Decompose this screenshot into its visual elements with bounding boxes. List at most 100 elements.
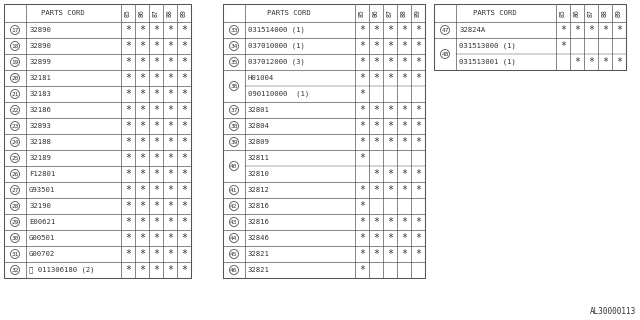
Text: 32810: 32810 bbox=[248, 171, 270, 177]
Text: *: * bbox=[415, 41, 421, 51]
Text: *: * bbox=[359, 153, 365, 163]
Text: *: * bbox=[181, 265, 187, 275]
Text: *: * bbox=[401, 41, 407, 51]
Text: *: * bbox=[359, 57, 365, 67]
Text: 32890: 32890 bbox=[29, 43, 51, 49]
Text: 88: 88 bbox=[401, 9, 407, 17]
Text: *: * bbox=[181, 121, 187, 131]
Text: *: * bbox=[167, 201, 173, 211]
Text: 18: 18 bbox=[12, 44, 19, 49]
Bar bbox=[223, 4, 425, 278]
Text: H01004: H01004 bbox=[248, 75, 275, 81]
Text: 46: 46 bbox=[230, 268, 237, 273]
Text: *: * bbox=[415, 105, 421, 115]
Text: 27: 27 bbox=[12, 188, 19, 193]
Text: *: * bbox=[181, 233, 187, 243]
Text: 26: 26 bbox=[12, 172, 19, 177]
Text: *: * bbox=[181, 73, 187, 83]
Text: *: * bbox=[415, 233, 421, 243]
Text: *: * bbox=[153, 249, 159, 259]
Text: *: * bbox=[387, 121, 393, 131]
Text: 32816: 32816 bbox=[248, 203, 270, 209]
Text: 33: 33 bbox=[230, 28, 237, 33]
Text: *: * bbox=[153, 185, 159, 195]
Text: *: * bbox=[574, 57, 580, 67]
Text: *: * bbox=[139, 265, 145, 275]
Text: *: * bbox=[373, 217, 379, 227]
Text: *: * bbox=[359, 89, 365, 99]
Text: *: * bbox=[387, 105, 393, 115]
Text: *: * bbox=[153, 233, 159, 243]
Text: AL30000113: AL30000113 bbox=[589, 307, 636, 316]
Text: 17: 17 bbox=[12, 28, 19, 33]
Text: PARTS CORD: PARTS CORD bbox=[267, 10, 311, 16]
Text: *: * bbox=[359, 105, 365, 115]
Text: *: * bbox=[125, 89, 131, 99]
Text: 32801: 32801 bbox=[248, 107, 270, 113]
Text: *: * bbox=[387, 25, 393, 35]
Text: 32812: 32812 bbox=[248, 187, 270, 193]
Text: *: * bbox=[153, 137, 159, 147]
Text: *: * bbox=[387, 41, 393, 51]
Text: 037010000 (1): 037010000 (1) bbox=[248, 43, 305, 49]
Text: *: * bbox=[401, 137, 407, 147]
Text: 32890: 32890 bbox=[29, 27, 51, 33]
Text: *: * bbox=[125, 57, 131, 67]
Text: *: * bbox=[153, 217, 159, 227]
Text: 037012000 (3): 037012000 (3) bbox=[248, 59, 305, 65]
Text: 30: 30 bbox=[12, 236, 19, 241]
Text: *: * bbox=[387, 233, 393, 243]
Text: G00702: G00702 bbox=[29, 251, 55, 257]
Text: *: * bbox=[588, 25, 594, 35]
Text: *: * bbox=[359, 73, 365, 83]
Text: 85: 85 bbox=[560, 9, 566, 17]
Text: 19: 19 bbox=[12, 60, 19, 65]
Text: 20: 20 bbox=[12, 76, 19, 81]
Text: *: * bbox=[373, 249, 379, 259]
Text: *: * bbox=[415, 169, 421, 179]
Text: *: * bbox=[125, 105, 131, 115]
Text: *: * bbox=[125, 233, 131, 243]
Text: *: * bbox=[167, 185, 173, 195]
Text: *: * bbox=[167, 121, 173, 131]
Text: *: * bbox=[373, 137, 379, 147]
Text: 32821: 32821 bbox=[248, 251, 270, 257]
Text: *: * bbox=[359, 121, 365, 131]
Text: 89: 89 bbox=[415, 9, 421, 17]
Text: 37: 37 bbox=[230, 108, 237, 113]
Text: *: * bbox=[153, 41, 159, 51]
Text: 86: 86 bbox=[373, 9, 379, 17]
Text: *: * bbox=[181, 25, 187, 35]
Text: *: * bbox=[153, 121, 159, 131]
Text: *: * bbox=[415, 121, 421, 131]
Text: 45: 45 bbox=[230, 252, 237, 257]
Text: *: * bbox=[167, 169, 173, 179]
Text: *: * bbox=[373, 233, 379, 243]
Text: 24: 24 bbox=[12, 140, 19, 145]
Text: *: * bbox=[139, 89, 145, 99]
Text: *: * bbox=[387, 217, 393, 227]
Text: 32: 32 bbox=[12, 268, 19, 273]
Text: 32189: 32189 bbox=[29, 155, 51, 161]
Text: *: * bbox=[125, 121, 131, 131]
Text: 86: 86 bbox=[574, 9, 580, 17]
Text: *: * bbox=[125, 41, 131, 51]
Text: 48: 48 bbox=[441, 52, 449, 57]
Text: *: * bbox=[359, 265, 365, 275]
Text: *: * bbox=[139, 121, 145, 131]
Text: 40: 40 bbox=[230, 164, 237, 169]
Text: *: * bbox=[602, 25, 608, 35]
Text: 87: 87 bbox=[588, 9, 594, 17]
Text: *: * bbox=[574, 25, 580, 35]
Text: 28: 28 bbox=[12, 204, 19, 209]
Text: 87: 87 bbox=[387, 9, 393, 17]
Text: *: * bbox=[373, 169, 379, 179]
Text: *: * bbox=[139, 201, 145, 211]
Text: 23: 23 bbox=[12, 124, 19, 129]
Text: *: * bbox=[401, 25, 407, 35]
Text: *: * bbox=[167, 217, 173, 227]
Text: 32899: 32899 bbox=[29, 59, 51, 65]
Text: *: * bbox=[153, 89, 159, 99]
Text: *: * bbox=[401, 57, 407, 67]
Bar bbox=[434, 4, 626, 70]
